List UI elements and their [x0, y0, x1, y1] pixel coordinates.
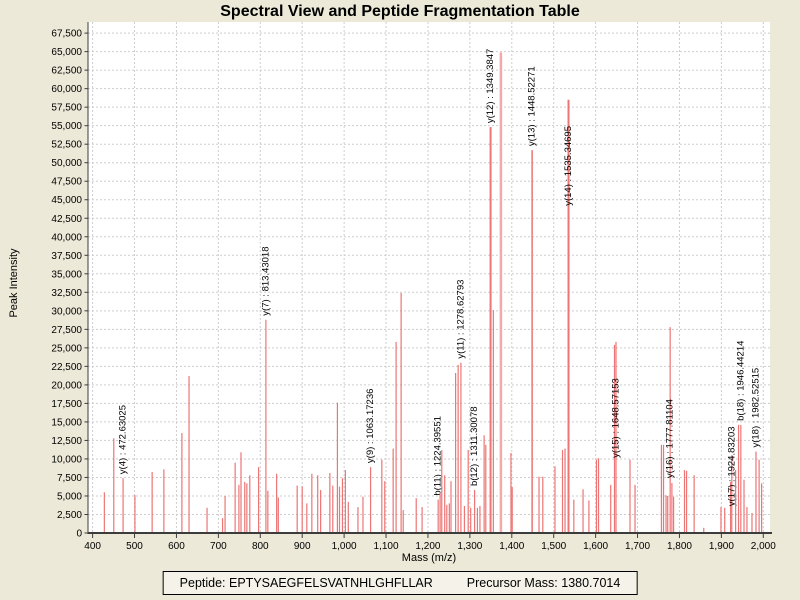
y-tick-label: 65,000: [51, 47, 82, 58]
y-tick-label: 62,500: [51, 66, 82, 77]
x-tick-label: 1,500: [541, 541, 566, 552]
peak-annotation: y(18) : 1982.52515: [750, 368, 761, 448]
x-tick-label: 1,100: [374, 541, 399, 552]
peak-annotation: y(11) : 1278.62793: [455, 280, 466, 359]
y-tick-label: 0: [76, 529, 82, 540]
y-tick-label: 5,000: [57, 491, 82, 502]
x-tick-label: 1,200: [415, 541, 440, 552]
x-tick-label: 1,600: [583, 541, 608, 552]
x-tick-label: 1,300: [457, 541, 482, 552]
x-tick-label: 900: [294, 541, 311, 552]
peak-annotation: b(18) : 1946.44214: [735, 341, 746, 421]
y-tick-label: 50,000: [51, 158, 82, 169]
y-tick-label: 42,500: [51, 214, 82, 225]
y-tick-label: 12,500: [51, 436, 82, 447]
peak-annotation: y(14) : 1535.34695: [563, 126, 574, 206]
peak-annotation: y(15) : 1648.57153: [610, 378, 621, 458]
peak-annotation: y(17) : 1924.83203: [726, 426, 737, 506]
y-tick-label: 35,000: [51, 269, 82, 280]
y-tick-label: 20,000: [51, 380, 82, 391]
y-tick-label: 7,500: [57, 473, 82, 484]
peak-annotation: y(16) : 1777.81104: [665, 399, 676, 478]
y-tick-label: 57,500: [51, 103, 82, 114]
x-tick-label: 500: [126, 541, 143, 552]
y-tick-label: 22,500: [51, 362, 82, 373]
peak-annotation: y(7) : 813.43018: [260, 247, 271, 316]
peak-annotation: b(12) : 1311.30078: [469, 406, 480, 486]
y-tick-label: 55,000: [51, 121, 82, 132]
y-tick-label: 25,000: [51, 343, 82, 354]
y-tick-label: 45,000: [51, 195, 82, 206]
x-tick-label: 1,700: [625, 541, 650, 552]
x-tick-label: 1,800: [667, 541, 692, 552]
y-tick-label: 10,000: [51, 454, 82, 465]
peak-annotation: y(13) : 1448.52271: [527, 66, 538, 146]
y-axis-label: Peak Intensity: [8, 248, 20, 318]
x-tick-label: 1,400: [499, 541, 524, 552]
y-tick-label: 30,000: [51, 306, 82, 317]
peptide-info-box: Peptide: EPTYSAEGFELSVATNHLGHFLLAR Precur…: [162, 571, 638, 595]
y-tick-label: 40,000: [51, 232, 82, 243]
peak-annotation: y(4) : 472.63025: [118, 405, 129, 474]
y-tick-label: 27,500: [51, 325, 82, 336]
x-tick-label: 400: [84, 541, 101, 552]
y-tick-label: 47,500: [51, 177, 82, 188]
page-title: Spectral View and Peptide Fragmentation …: [220, 3, 580, 20]
x-tick-label: 700: [210, 541, 227, 552]
y-tick-label: 52,500: [51, 140, 82, 151]
peak-annotation: b(11) : 1224.39551: [433, 416, 444, 496]
peptide-sequence-text: Peptide: EPTYSAEGFELSVATNHLGHFLLAR: [179, 576, 433, 590]
x-tick-label: 600: [168, 541, 185, 552]
x-tick-label: 1,000: [332, 541, 357, 552]
y-tick-label: 17,500: [51, 399, 82, 410]
y-tick-label: 37,500: [51, 251, 82, 262]
peak-annotation: y(12) : 1349.3847: [485, 49, 496, 123]
y-tick-label: 67,500: [51, 29, 82, 40]
x-tick-label: 800: [252, 541, 269, 552]
x-axis-label: Mass (m/z): [402, 552, 456, 564]
y-tick-label: 2,500: [57, 510, 82, 521]
peak-annotation: y(9) : 1063.17236: [365, 389, 376, 463]
y-tick-label: 60,000: [51, 84, 82, 95]
x-tick-label: 2,000: [751, 541, 776, 552]
y-tick-label: 32,500: [51, 288, 82, 299]
precursor-mass-text: Precursor Mass: 1380.7014: [466, 576, 621, 590]
x-tick-label: 1,900: [709, 541, 734, 552]
y-tick-label: 15,000: [51, 417, 82, 428]
